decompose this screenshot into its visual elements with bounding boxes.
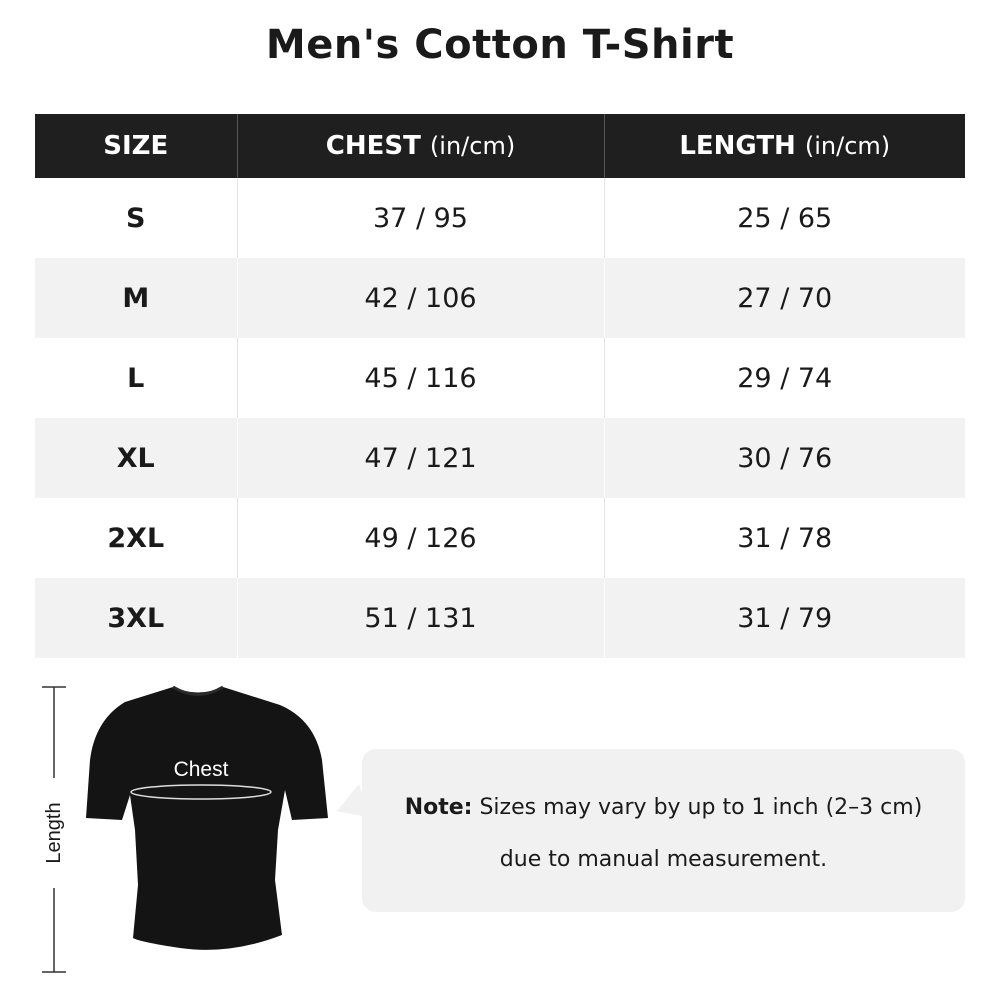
length-cell: 29 / 74 bbox=[737, 362, 833, 394]
page-title: Men's Cotton T-Shirt bbox=[265, 22, 735, 68]
length-label: Length bbox=[43, 802, 65, 863]
size-cell: 2XL bbox=[35, 498, 238, 578]
note-prefix: Note: bbox=[404, 795, 473, 820]
table-row: L 45 / 116 29 / 74 bbox=[35, 338, 965, 418]
chest-cell: 37 / 95 bbox=[237, 178, 605, 258]
length-measure-icon bbox=[42, 686, 66, 973]
size-cell: L bbox=[35, 338, 238, 418]
chest-cell: 45 / 116 bbox=[237, 338, 605, 418]
chest-cell: 49 / 126 bbox=[237, 498, 605, 578]
size-cell: S bbox=[35, 178, 238, 258]
chest-cell: 51 / 131 bbox=[237, 578, 605, 658]
header-unit: (in/cm) bbox=[804, 132, 891, 160]
length-cell: 31 / 78 bbox=[737, 522, 833, 554]
table-row: 3XL 51 / 131 31 / 79 bbox=[35, 578, 965, 658]
size-chart-table: SIZE CHEST (in/cm) LENGTH (in/cm) S 37 / … bbox=[35, 114, 965, 658]
note-line-1: Note: Sizes may vary by up to 1 inch (2–… bbox=[362, 795, 965, 820]
table-row: 2XL 49 / 126 31 / 78 bbox=[35, 498, 965, 578]
tshirt-diagram: Length Chest bbox=[42, 685, 328, 973]
length-cell: 25 / 65 bbox=[737, 202, 833, 234]
chest-measure-icon bbox=[130, 784, 272, 800]
length-cell: 27 / 70 bbox=[604, 258, 965, 338]
note-box: Note: Sizes may vary by up to 1 inch (2–… bbox=[362, 749, 965, 912]
note-text: Sizes may vary by up to 1 inch (2–3 cm) bbox=[479, 795, 923, 820]
table-header-row: SIZE CHEST (in/cm) LENGTH (in/cm) bbox=[35, 114, 965, 178]
chest-label: Chest bbox=[174, 758, 229, 781]
chest-cell: 47 / 121 bbox=[237, 418, 605, 498]
length-cell: 30 / 76 bbox=[604, 418, 965, 498]
tshirt-icon bbox=[86, 687, 328, 950]
table-row: XL 47 / 121 30 / 76 bbox=[35, 418, 965, 498]
header-chest: CHEST (in/cm) bbox=[237, 114, 605, 178]
length-cell: 31 / 79 bbox=[604, 578, 965, 658]
header-label: SIZE bbox=[103, 131, 169, 161]
size-cell: M bbox=[35, 258, 238, 338]
header-label: CHEST bbox=[325, 131, 421, 161]
size-cell: 3XL bbox=[35, 578, 238, 658]
size-cell: XL bbox=[35, 418, 238, 498]
header-label: LENGTH bbox=[679, 131, 796, 161]
chest-cell: 42 / 106 bbox=[237, 258, 605, 338]
note-line-2: due to manual measurement. bbox=[499, 847, 828, 872]
header-length: LENGTH (in/cm) bbox=[604, 114, 965, 178]
table-row: S 37 / 95 25 / 65 bbox=[35, 178, 965, 258]
table-row: M 42 / 106 27 / 70 bbox=[35, 258, 965, 338]
header-unit: (in/cm) bbox=[429, 132, 516, 160]
header-size: SIZE bbox=[35, 114, 238, 178]
